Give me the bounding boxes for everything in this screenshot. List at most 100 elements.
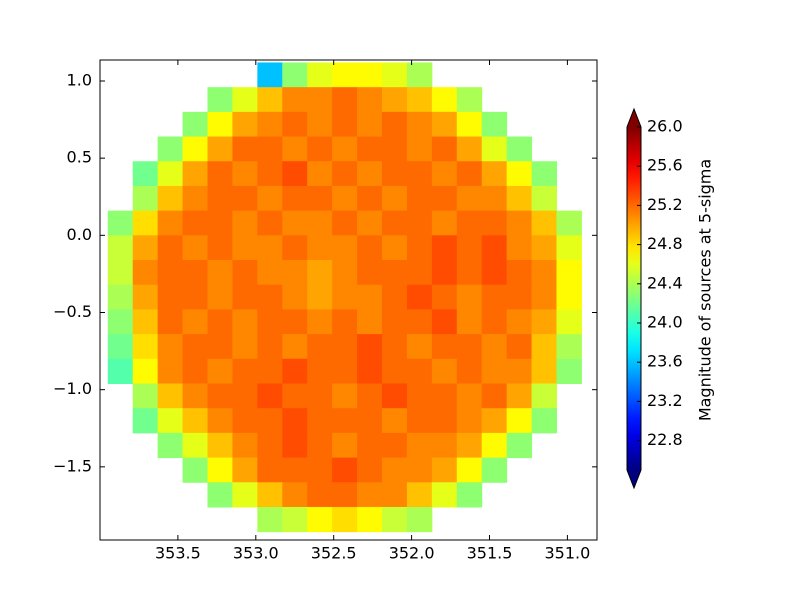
heatmap-cell [157,309,184,335]
heatmap-cell [107,284,134,310]
heatmap-cell [307,87,333,113]
heatmap-cell [307,111,333,138]
heatmap-cell [282,111,308,138]
heatmap-cell [332,309,358,335]
heatmap-cell [357,161,383,187]
heatmap-cell [506,358,533,384]
heatmap-cell [332,334,358,360]
heatmap-cell [157,210,184,236]
heatmap-cell [207,111,233,138]
x-tick-label: 352.0 [389,544,435,563]
heatmap-cell [357,87,383,113]
heatmap-cell [207,235,233,261]
heatmap-cell [207,309,233,335]
heatmap-cell [282,432,308,459]
heatmap-cell [257,136,283,162]
heatmap-cell [307,136,333,162]
heatmap-cell [332,482,358,508]
heatmap-cell [481,309,508,335]
heatmap-cell [182,111,209,138]
heatmap-cell [132,358,159,384]
heatmap-cell [332,87,358,113]
heatmap-cell [157,284,184,310]
heatmap-cell [531,383,557,409]
heatmap-cell [431,482,458,508]
heatmap-cell [481,136,508,162]
heatmap-cell [332,506,358,533]
heatmap-cell [257,457,283,483]
heatmap-cell [406,457,433,483]
x-tick-label: 352.5 [311,544,357,563]
heatmap-cell [182,161,209,187]
heatmap-cell [381,87,408,113]
heatmap-cell [157,260,184,286]
heatmap-cell [282,309,308,335]
heatmap-cell [506,260,533,286]
heatmap-cell [506,432,533,459]
heatmap-cell [381,309,408,335]
heatmap-cell [307,457,333,483]
heatmap-cell [406,432,433,459]
heatmap-cell [232,111,258,138]
heatmap-cell [157,408,184,434]
heatmap-cell [307,284,333,310]
heatmap-cell [232,284,258,310]
heatmap-cell [232,87,258,113]
colorbar-label: Magnitude of sources at 5-sigma [696,159,715,421]
heatmap-cell [481,383,508,409]
heatmap-cell [207,260,233,286]
heatmap-cell [282,210,308,236]
heatmap-cell [381,334,408,360]
heatmap-cell [406,383,433,409]
heatmap-cell [257,334,283,360]
heatmap-cell [157,235,184,261]
heatmap-cell [556,235,582,261]
heatmap-cell [481,111,508,138]
heatmap-cell [157,136,184,162]
heatmap-cell [506,408,533,434]
heatmap-cell [257,111,283,138]
heatmap-cell [481,408,508,434]
heatmap-cell [257,185,283,212]
heatmap-cell [282,334,308,360]
heatmap-cell [431,432,458,459]
heatmap-cell [556,358,582,384]
heatmap-cell [232,432,258,459]
heatmap-cell [481,457,508,483]
heatmap-cell [332,284,358,310]
heatmap-cell [132,185,159,212]
heatmap-cell [431,358,458,384]
heatmap-cell [456,210,483,236]
plot-frame [99,59,598,541]
heatmap-cell [406,358,433,384]
heatmap-cell [456,408,483,434]
heatmap-cell [531,210,557,236]
heatmap-cell [307,235,333,261]
heatmap-cell [456,457,483,483]
heatmap-cell [357,482,383,508]
heatmap-cell [406,87,433,113]
heatmap-cell [556,284,582,310]
heatmap-cell [182,260,209,286]
heatmap-cell [456,136,483,162]
heatmap-cell [431,235,458,261]
x-tick-label: 351.5 [467,544,513,563]
heatmap-cell [381,457,408,483]
heatmap-cell [232,482,258,508]
heatmap-cell [431,111,458,138]
heatmap-cell [157,383,184,409]
heatmap-cell [357,136,383,162]
heatmap-cell [107,210,134,236]
heatmap-cell [207,432,233,459]
heatmap-cell [182,185,209,212]
heatmap-cell [406,210,433,236]
heatmap-cell [357,358,383,384]
heatmap-cell [307,260,333,286]
heatmap-cell [406,284,433,310]
heatmap-cell [481,358,508,384]
heatmap-cell [381,284,408,310]
colorbar-tick-label: 23.2 [647,391,683,410]
heatmap-cell [381,432,408,459]
heatmap-cell [207,161,233,187]
heatmap-cell [282,408,308,434]
